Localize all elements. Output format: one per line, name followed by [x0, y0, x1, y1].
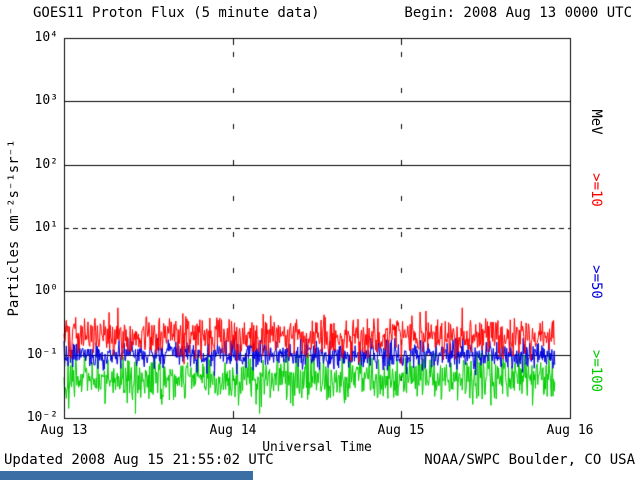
updated-timestamp: Updated 2008 Aug 15 21:55:02 UTC: [4, 452, 274, 468]
x-tick-label: Aug 16: [546, 423, 594, 438]
begin-timestamp: Begin: 2008 Aug 13 0000 UTC: [404, 5, 632, 21]
series-label-ge10: >=10: [588, 173, 604, 207]
y-tick-label: 10²: [34, 157, 58, 172]
x-tick-label: Aug 14: [209, 423, 257, 438]
bottom-bar: [0, 471, 253, 480]
x-tick-label: Aug 13: [40, 423, 88, 438]
x-tick-label: Aug 15: [377, 423, 425, 438]
source-attribution: NOAA/SWPC Boulder, CO USA: [424, 452, 635, 468]
y-axis-label: Particles cm⁻²s⁻¹sr⁻¹: [6, 139, 22, 317]
y-tick-label: 10⁰: [34, 283, 58, 298]
y-tick-label: 10⁴: [34, 30, 58, 45]
series-label-ge50: >=50: [588, 265, 604, 299]
y-tick-label: 10⁻¹: [26, 347, 58, 362]
y-tick-label: 10³: [34, 93, 58, 108]
chart-title: GOES11 Proton Flux (5 minute data): [33, 5, 320, 21]
series-label-ge100: >=100: [588, 349, 604, 393]
right-axis-unit-label: MeV: [588, 109, 604, 135]
x-axis-label: Universal Time: [262, 440, 372, 455]
y-tick-label: 10⁻²: [26, 410, 58, 425]
y-tick-label: 10¹: [34, 220, 58, 235]
